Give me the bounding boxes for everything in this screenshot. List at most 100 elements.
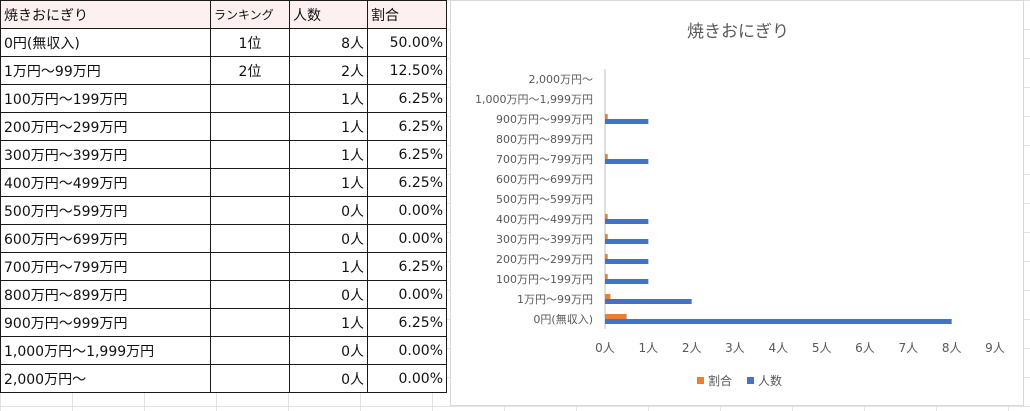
income-range-cell[interactable]: 300万円〜399万円 [0, 140, 211, 169]
percentage-cell[interactable]: 0.00% [367, 196, 447, 225]
count-cell[interactable]: 1人 [289, 252, 368, 281]
y-tick-label: 100万円〜199万円 [496, 273, 593, 286]
table-row: 200万円〜299万円 1人 6.25% [0, 112, 447, 141]
header-cell[interactable]: 焼きおにぎり [0, 0, 211, 29]
legend-label-pct: 割合 [708, 373, 732, 388]
ranking-cell[interactable] [210, 140, 290, 169]
count-cell[interactable]: 0人 [289, 364, 368, 393]
bar-count [605, 119, 649, 124]
x-tick-label: 3人 [725, 341, 745, 355]
legend-swatch-count [747, 377, 754, 384]
percentage-cell[interactable]: 12.50% [367, 56, 447, 85]
income-range-cell[interactable]: 1,000万円〜1,999万円 [0, 336, 211, 365]
bar-pct [605, 274, 608, 279]
percentage-cell[interactable]: 6.25% [367, 308, 447, 337]
table-row: 2,000万円〜 0人 0.00% [0, 364, 447, 393]
count-cell[interactable]: 1人 [289, 140, 368, 169]
ranking-cell[interactable] [210, 84, 290, 113]
income-range-cell[interactable]: 500万円〜599万円 [0, 196, 211, 225]
y-tick-label: 200万円〜299万円 [496, 253, 593, 266]
bar-count [605, 159, 649, 164]
y-tick-label: 900万円〜999万円 [496, 113, 593, 126]
bar-pct [605, 154, 608, 159]
percentage-cell[interactable]: 50.00% [367, 28, 447, 57]
data-table: 焼きおにぎり ランキング 人数 割合 0円(無収入) 1位 8人 50.00% 1万円〜99万円… [0, 0, 447, 393]
percentage-cell[interactable]: 6.25% [367, 112, 447, 141]
ranking-cell[interactable]: 2位 [210, 56, 290, 85]
income-range-cell[interactable]: 700万円〜799万円 [0, 252, 211, 281]
income-range-cell[interactable]: 200万円〜299万円 [0, 112, 211, 141]
table-row: 300万円〜399万円 1人 6.25% [0, 140, 447, 169]
count-cell[interactable]: 1人 [289, 168, 368, 197]
income-range-cell[interactable]: 900万円〜999万円 [0, 308, 211, 337]
income-range-cell[interactable]: 800万円〜899万円 [0, 280, 211, 309]
percentage-cell[interactable]: 0.00% [367, 224, 447, 253]
bar-chart: 焼きおにぎり 0円(無収入) 1万円〜99万円 100万円〜199万円 200万円〜29… [475, 22, 1005, 388]
y-tick-label: 1,000万円〜1,999万円 [475, 93, 593, 106]
bar-pct [605, 114, 608, 119]
table-row: 0円(無収入) 1位 8人 50.00% [0, 28, 447, 57]
percentage-cell[interactable]: 0.00% [367, 336, 447, 365]
count-cell[interactable]: 0人 [289, 280, 368, 309]
count-cell[interactable]: 0人 [289, 336, 368, 365]
table-row: 500万円〜599万円 0人 0.00% [0, 196, 447, 225]
chart-area[interactable]: 焼きおにぎり 0円(無収入) 1万円〜99万円 100万円〜199万円 200万円〜29… [450, 0, 1024, 406]
ranking-cell[interactable] [210, 336, 290, 365]
y-tick-label: 700万円〜799万円 [496, 153, 593, 166]
legend-swatch-pct [697, 377, 704, 384]
income-range-cell[interactable]: 2,000万円〜 [0, 364, 211, 393]
header-cell[interactable]: 割合 [367, 0, 447, 29]
y-tick-label: 2,000万円〜 [529, 73, 594, 86]
count-cell[interactable]: 1人 [289, 112, 368, 141]
table-row: 600万円〜699万円 0人 0.00% [0, 224, 447, 253]
percentage-cell[interactable]: 6.25% [367, 168, 447, 197]
bar-pct [605, 254, 608, 259]
y-tick-label: 400万円〜499万円 [496, 213, 593, 226]
bar-count [605, 239, 649, 244]
ranking-cell[interactable] [210, 280, 290, 309]
percentage-cell[interactable]: 6.25% [367, 84, 447, 113]
percentage-cell[interactable]: 0.00% [367, 364, 447, 393]
x-tick-label: 8人 [942, 341, 962, 355]
x-tick-label: 1人 [639, 341, 659, 355]
count-cell[interactable]: 0人 [289, 224, 368, 253]
x-tick-label: 7人 [899, 341, 919, 355]
percentage-cell[interactable]: 6.25% [367, 140, 447, 169]
ranking-cell[interactable] [210, 308, 290, 337]
ranking-cell[interactable] [210, 112, 290, 141]
income-range-cell[interactable]: 600万円〜699万円 [0, 224, 211, 253]
ranking-cell[interactable] [210, 196, 290, 225]
income-range-cell[interactable]: 400万円〜499万円 [0, 168, 211, 197]
count-cell[interactable]: 1人 [289, 84, 368, 113]
y-tick-label: 0円(無収入) [533, 312, 593, 326]
x-tick-label: 0人 [595, 341, 615, 355]
header-cell[interactable]: ランキング [210, 0, 290, 29]
bar-pct [605, 234, 608, 239]
ranking-cell[interactable] [210, 224, 290, 253]
ranking-cell[interactable] [210, 364, 290, 393]
ranking-cell[interactable] [210, 252, 290, 281]
ranking-cell[interactable]: 1位 [210, 28, 290, 57]
count-cell[interactable]: 8人 [289, 28, 368, 57]
bar-count [605, 219, 649, 224]
x-tick-label: 6人 [855, 341, 875, 355]
y-tick-label: 1万円〜99万円 [517, 293, 593, 306]
x-tick-label: 4人 [769, 341, 789, 355]
count-cell[interactable]: 2人 [289, 56, 368, 85]
header-cell[interactable]: 人数 [289, 0, 368, 29]
table-header-row: 焼きおにぎり ランキング 人数 割合 [0, 0, 447, 29]
count-cell[interactable]: 1人 [289, 308, 368, 337]
ranking-cell[interactable] [210, 168, 290, 197]
bar-count [605, 319, 952, 324]
table-row: 400万円〜499万円 1人 6.25% [0, 168, 447, 197]
table-row: 1万円〜99万円 2位 2人 12.50% [0, 56, 447, 85]
x-tick-label: 5人 [812, 341, 832, 355]
income-range-cell[interactable]: 1万円〜99万円 [0, 56, 211, 85]
percentage-cell[interactable]: 6.25% [367, 252, 447, 281]
income-range-cell[interactable]: 0円(無収入) [0, 28, 211, 57]
income-range-cell[interactable]: 100万円〜199万円 [0, 84, 211, 113]
count-cell[interactable]: 0人 [289, 196, 368, 225]
bar-count [605, 279, 649, 284]
percentage-cell[interactable]: 0.00% [367, 280, 447, 309]
y-tick-label: 600万円〜699万円 [496, 173, 593, 186]
